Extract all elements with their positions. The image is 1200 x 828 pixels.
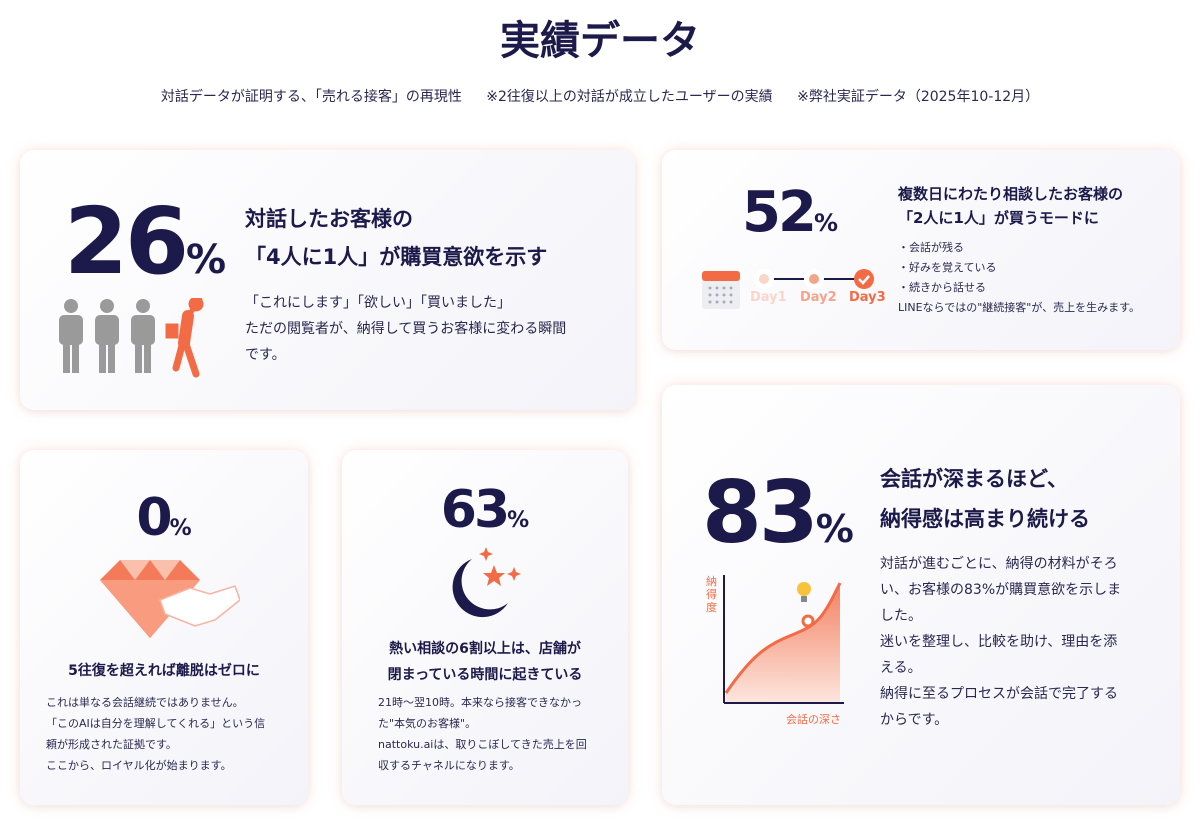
subtitle: 対話データが証明する、「売れる接客」の再現性 ※2往復以上の対話が成立したユーザ…: [0, 86, 1200, 106]
body-line: した。: [880, 608, 922, 624]
card-heading: 複数日にわたり相談したお客様の 「2人に1人」が買うモードに: [898, 182, 1123, 230]
body-line: 「このAIは自分を理解してくれる」という信: [46, 717, 266, 730]
page-title: 実績データ: [500, 18, 700, 64]
card-heading: 熱い相談の6割以上は、店舗が 閉まっている時間に起きている: [342, 636, 628, 688]
subtitle-note: ※2往復以上の対話が成立したユーザーの実績: [486, 89, 773, 105]
stat-unit: %: [815, 507, 854, 551]
stat-unit: %: [507, 508, 530, 533]
body-line: です。: [245, 347, 286, 363]
body-line: これは単なる会話継続ではありません。: [46, 696, 244, 709]
marker: [801, 614, 815, 628]
card-heading: 5往復を超えれば離脱はゼロに: [68, 663, 260, 679]
heading-line: 熱い相談の6割以上は、店舗が: [389, 641, 581, 657]
body-line: からです。: [880, 712, 949, 728]
chart-y-label: 納得度: [706, 575, 717, 614]
body-line: 21時～翌10時。本来なら接客できなかっ: [378, 696, 582, 709]
lightbulb-icon: [797, 582, 811, 602]
people-icon: [59, 298, 204, 378]
subtitle-source: ※弊社実証データ（2025年10-12月）: [797, 89, 1040, 105]
body-line: 迷いを整理し、比較を助け、理由を添: [880, 634, 1118, 650]
stat-value: 0%: [20, 488, 308, 548]
body-line: 「これにします」「欲しい」「買いました」: [245, 295, 511, 311]
card-body: 「これにします」「欲しい」「買いました」 ただの閲覧者が、納得して買うお客様に変…: [245, 290, 566, 368]
day-label: Day2: [800, 290, 837, 305]
stat-unit: %: [813, 209, 838, 237]
diamond-handshake-icon: [100, 560, 240, 638]
card-churn: 0% 5往復を超えれば離脱はゼロに これは単なる会話継続ではありません。 「この…: [20, 450, 308, 805]
stat-number: 63: [440, 480, 510, 540]
stat-value: 26%: [64, 188, 226, 295]
card-purchase-intent: 26% 対話したお客様の 「4人に1人」が購買意欲を示す 「これにします」「欲し…: [20, 150, 635, 410]
body-line: 収するチャネルになります。: [378, 759, 520, 772]
heading-line: 複数日にわたり相談したお客様の: [898, 185, 1124, 203]
bullet: ・続きから話せる: [898, 281, 986, 294]
stat-value: 63%: [342, 480, 628, 540]
heading-line: 閉まっている時間に起きている: [387, 667, 583, 683]
body-line: nattoku.aiは、取りこぼしてきた売上を回: [378, 738, 587, 751]
heading-line: 「4人に1人」が購買意欲を示す: [245, 245, 548, 269]
subtitle-main: 対話データが証明する、「売れる接客」の再現性: [160, 89, 462, 105]
stat-number: 83: [702, 463, 819, 563]
day-label: Day3: [849, 290, 886, 305]
body-line: える。: [880, 660, 922, 676]
heading-line: 対話したお客様の: [245, 207, 413, 231]
stat-number: 26: [64, 188, 189, 295]
stat-number: 52: [742, 180, 817, 245]
body-line: い、お客様の83%が購買意欲を示しま: [880, 582, 1122, 598]
chart-x-label: 会話の深さ: [786, 713, 841, 726]
card-body: 21時～翌10時。本来なら接客できなかっ た"本気のお客様"。 nattoku.…: [378, 692, 587, 776]
footer-line: LINEならではの"継続接客"が、売上を生みます。: [898, 301, 1141, 314]
body-line: 納得に至るプロセスが会話で完了する: [880, 686, 1118, 702]
day-label: Day1: [750, 290, 787, 305]
calendar-icon: [702, 269, 874, 309]
card-heading: 会話が深まるほど、 納得感は高まり続ける: [880, 459, 1090, 539]
heading-line: 納得感は高まり続ける: [880, 507, 1090, 531]
card-satisfaction: 83% 納得度 会話の深さ 会話が深まるほど、 納得感は高まり続ける 対話が進む…: [662, 385, 1180, 805]
trend-line: [724, 582, 842, 694]
stat-value: 52%: [742, 180, 838, 245]
moon-stars-icon: [452, 547, 521, 618]
card-night: 63% 熱い相談の6割以上は、店舗が 閉まっている時間に起きている 21時～翌1…: [342, 450, 628, 805]
card-multiday: 52% Day1 Day2 Day3 複数日にわたり相談したお客様の 「2人に1…: [662, 150, 1180, 350]
stat-value: 83%: [702, 463, 854, 563]
bullet: ・会話が残る: [898, 241, 964, 254]
body-line: 対話が進むごとに、納得の材料がそろ: [880, 556, 1118, 572]
heading-line: 「2人に1人」が買うモードに: [898, 209, 1099, 227]
body-line: た"本気のお客様"。: [378, 717, 477, 730]
body-line: ここから、ロイヤル化が始まります。: [46, 759, 232, 772]
growth-chart-illustration: [723, 575, 844, 704]
heading-line: 会話が深まるほど、: [880, 467, 1068, 491]
card-body: ・会話が残る ・好みを覚えている ・続きから話せる LINEならではの"継続接客…: [898, 238, 1140, 318]
body-line: ただの閲覧者が、納得して買うお客様に変わる瞬間: [245, 321, 567, 337]
stat-number: 0: [136, 488, 172, 548]
bullet: ・好みを覚えている: [898, 261, 997, 274]
card-heading: 対話したお客様の 「4人に1人」が購買意欲を示す: [245, 200, 547, 276]
card-body: 対話が進むごとに、納得の材料がそろ い、お客様の83%が購買意欲を示しま した。…: [880, 551, 1121, 733]
card-body: これは単なる会話継続ではありません。 「このAIは自分を理解してくれる」という信…: [46, 692, 265, 776]
body-line: 頼が形成された証拠です。: [46, 738, 177, 751]
stat-unit: %: [186, 237, 227, 283]
area-fill: [726, 583, 840, 703]
stat-unit: %: [169, 516, 192, 541]
